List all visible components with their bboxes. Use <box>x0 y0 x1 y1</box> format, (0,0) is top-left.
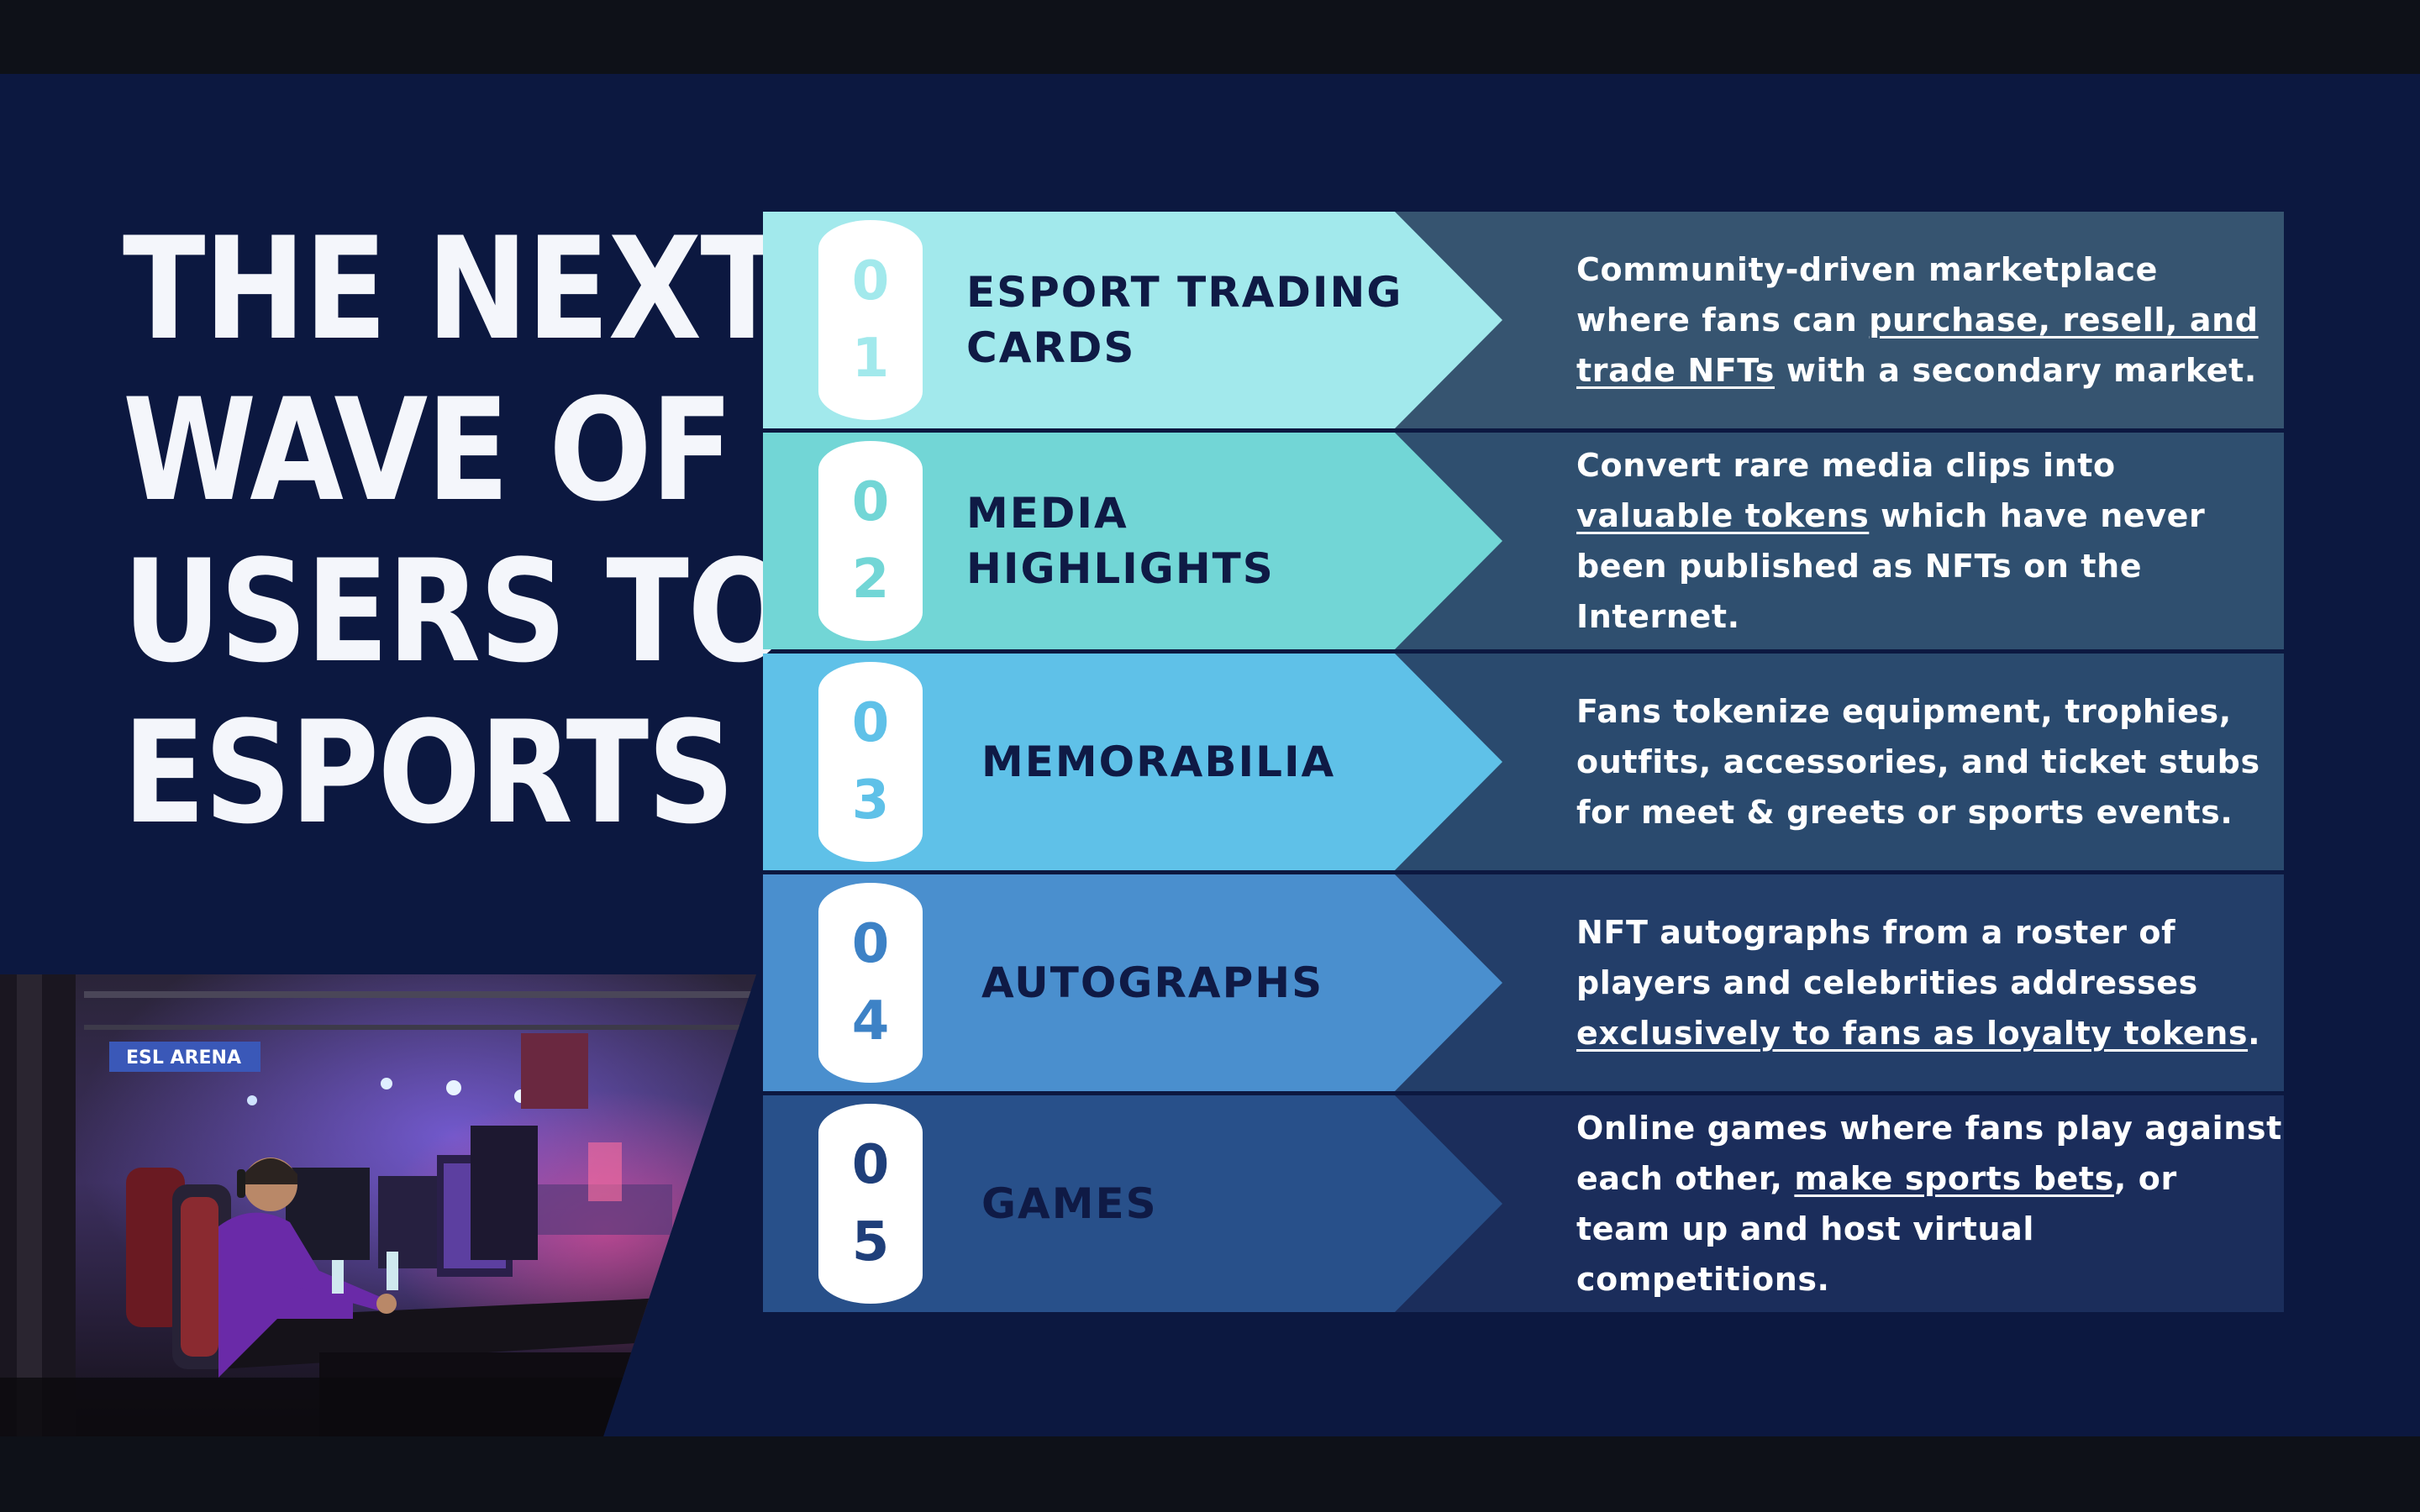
feature-label-5: GAMES <box>981 1179 1158 1228</box>
top-letterbox <box>0 0 2420 74</box>
feature-number-4-digit-a: 0 <box>851 913 890 975</box>
feature-row-2: 0 2 MEDIA HIGHLIGHTS Convert rare media … <box>763 433 2284 649</box>
title-line-4: ESPORTS <box>123 690 735 855</box>
desc-highlight-link[interactable]: make sports bets <box>1794 1160 2114 1197</box>
feature-list: 0 1 ESPORT TRADING CARDS Community-drive… <box>763 212 2284 1316</box>
feature-desc-1: Community-driven marketplace where fans … <box>1576 212 2282 428</box>
feature-desc-4: NFT autographs from a roster of players … <box>1576 874 2282 1091</box>
feature-number-1-digit-b: 1 <box>851 328 890 390</box>
feature-number-2-digit-a: 0 <box>851 471 890 533</box>
desc-text: Community-driven marketplace where fans … <box>1576 251 2158 339</box>
esports-gamer-photo: ESL ARENA <box>0 974 756 1436</box>
feature-label-1: ESPORT TRADING CARDS <box>966 268 1403 372</box>
feature-desc-2: Convert rare media clips into valuable t… <box>1576 433 2282 649</box>
feature-number-5-digit-b: 5 <box>851 1211 890 1273</box>
feature-number-1-digit-a: 0 <box>851 250 890 312</box>
feature-number-5: 0 5 <box>818 1104 923 1304</box>
slide-title: THE NEXT WAVE OF USERS TO ESPORTS <box>123 207 791 855</box>
photo-sign-text: ESL ARENA <box>126 1047 241 1068</box>
desc-highlight-link[interactable]: valuable tokens <box>1576 497 1870 534</box>
feature-number-3-digit-a: 0 <box>851 692 890 754</box>
feature-number-3: 0 3 <box>818 662 923 862</box>
feature-row-3: 0 3 MEMORABILIA Fans tokenize equipment,… <box>763 654 2284 870</box>
feature-number-3-digit-b: 3 <box>851 769 890 832</box>
desc-text: . <box>2248 1015 2261 1052</box>
feature-number-1: 0 1 <box>818 220 923 420</box>
title-line-3: USERS TO <box>123 529 791 694</box>
desc-text: NFT autographs from a roster of players … <box>1576 914 2198 1001</box>
feature-desc-3: Fans tokenize equipment, trophies, outfi… <box>1576 654 2282 870</box>
desc-text: Online games where fans play against eac… <box>1576 1110 2282 1197</box>
feature-label-2: MEDIA HIGHLIGHTS <box>966 489 1275 593</box>
feature-row-1: 0 1 ESPORT TRADING CARDS Community-drive… <box>763 212 2284 428</box>
feature-row-5: 0 5 GAMES Online games where fans play a… <box>763 1095 2284 1312</box>
desc-text: , or team up and host virtual competitio… <box>1576 1160 2177 1298</box>
bottom-letterbox <box>0 1436 2420 1512</box>
feature-number-4: 0 4 <box>818 883 923 1083</box>
feature-number-2-digit-b: 2 <box>851 549 890 611</box>
feature-number-2: 0 2 <box>818 441 923 641</box>
desc-text: Convert rare media clips into <box>1576 447 2116 484</box>
title-line-1: THE NEXT <box>123 207 783 371</box>
feature-row-4: 0 4 AUTOGRAPHS NFT autographs from a ros… <box>763 874 2284 1091</box>
feature-label-3: MEMORABILIA <box>981 738 1336 786</box>
desc-text: Fans tokenize equipment, trophies, outfi… <box>1576 693 2260 831</box>
desc-text: which have never been published as NFTs … <box>1576 497 2206 635</box>
feature-number-4-digit-b: 4 <box>851 990 890 1053</box>
slide: THE NEXT WAVE OF USERS TO ESPORTS <box>0 74 2420 1436</box>
feature-label-4: AUTOGRAPHS <box>981 958 1324 1007</box>
title-line-2: WAVE OF <box>123 368 734 533</box>
desc-highlight-link[interactable]: purchase, resell, and trade NFTs <box>1576 302 2259 389</box>
feature-number-5-digit-a: 0 <box>851 1134 890 1196</box>
desc-highlight-link[interactable]: exclusively to fans as loyalty tokens <box>1576 1015 2249 1052</box>
desc-text: with a secondary market. <box>1775 352 2257 389</box>
feature-desc-5: Online games where fans play against eac… <box>1576 1095 2282 1312</box>
